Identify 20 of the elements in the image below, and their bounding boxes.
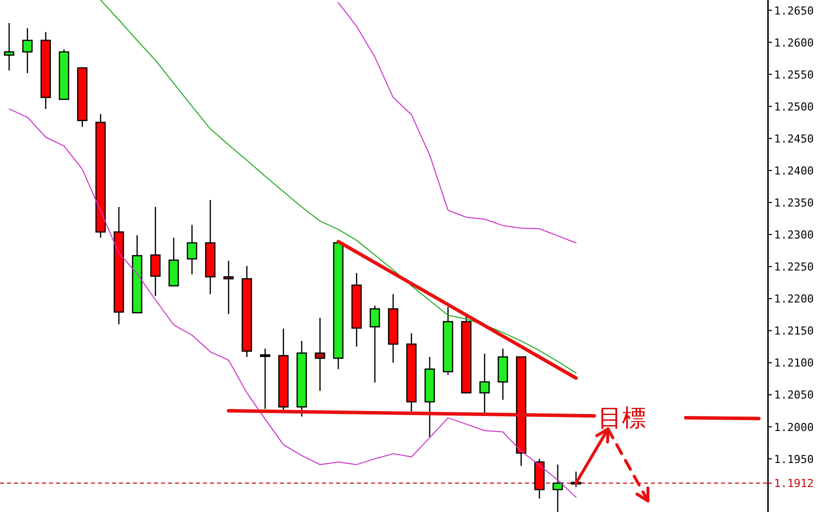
y-tick-label: 1.2250 [774,260,814,274]
y-tick-label: 1.2650 [774,4,814,18]
annotation: 目標 [598,404,646,432]
y-tick-label: 1.2450 [774,132,814,146]
y-tick-label: 1.2400 [774,164,814,178]
y-tick-label: 1.2550 [774,68,814,82]
y-tick-label: 1.2100 [774,356,814,370]
y-tick-label: 1.2600 [774,36,814,50]
line-series [8,108,576,498]
y-tick-label: 1.2500 [774,100,814,114]
y-tick-label: 1.2150 [774,324,814,338]
y-tick-label: 1.2300 [774,228,814,242]
line-series [100,0,576,374]
ref-line-label: 1.1912 [774,477,814,490]
y-tick-label: 1.1950 [774,452,814,466]
y-tick-label: 1.2200 [774,292,814,306]
y-tick-label: 1.2350 [774,196,814,210]
line-series [338,2,576,244]
y-tick-label: 1.2000 [774,420,814,434]
y-tick-label: 1.2050 [774,388,814,402]
